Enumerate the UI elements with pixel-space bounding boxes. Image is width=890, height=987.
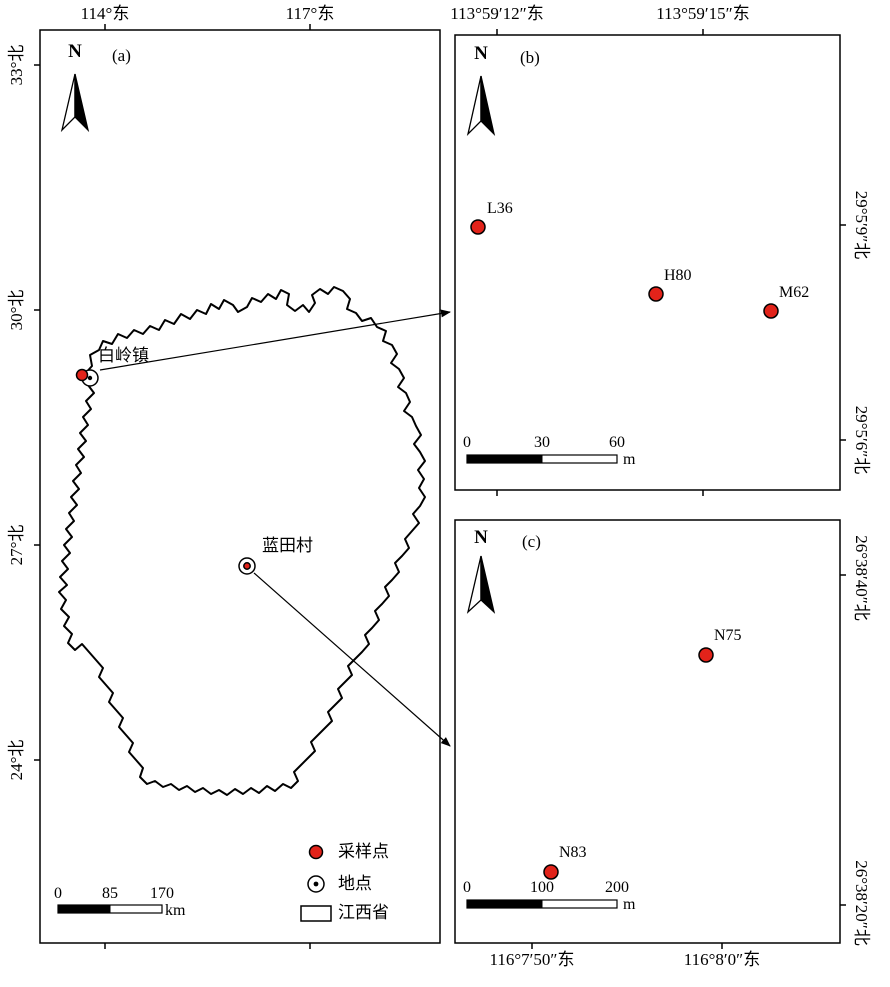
scalebar-a-tick-2: 170 (150, 885, 174, 902)
panel-b-north-label: N (474, 43, 488, 64)
panel-a-top-axis-label-1: 117°东 (285, 4, 335, 23)
inset-connector-arrow-b (99, 309, 451, 371)
panel-b-right-axis-label-1: 29°5′6″北 (852, 405, 871, 475)
panel-a-north-label: N (68, 41, 82, 62)
scalebar-b-tick-2: 60 (609, 434, 625, 451)
scalebar-a-tick-1: 85 (102, 885, 118, 902)
place-label-lantian: 蓝田村 (262, 536, 313, 555)
jiangxi-province-outline (58, 286, 426, 796)
legend-label-sample-point: 采样点 (338, 842, 389, 861)
legend-symbol-province (300, 905, 332, 922)
scalebar-panel-a (57, 904, 163, 914)
panel-c-frame (454, 519, 841, 944)
panel-a-left-axis-label-0: 33°北 (7, 44, 26, 86)
north-arrow-panel-a (60, 73, 90, 133)
panel-a-ticks (34, 24, 311, 949)
panel-b-frame (454, 34, 841, 491)
sample-point-h80-label: H80 (664, 267, 692, 284)
sample-point-m62-label: M62 (779, 284, 810, 301)
sample-point-m62-dot (763, 303, 779, 319)
legend-label-location: 地点 (338, 874, 372, 893)
panel-b-top-axis-label-1: 113°59′15″东 (656, 4, 750, 23)
legend-label-province: 江西省 (338, 903, 389, 922)
location-marker-bailing (75, 368, 99, 387)
panel-a-letter: (a) (112, 46, 131, 65)
sample-point-n83-label: N83 (559, 844, 587, 861)
panel-c-north-label: N (474, 527, 488, 548)
scalebar-c-tick-1: 100 (530, 879, 554, 896)
panel-c-letter: (c) (522, 532, 541, 551)
panel-a-top-axis-label-0: 114°东 (80, 4, 130, 23)
scalebar-a-unit: km (165, 902, 186, 919)
panel-a-frame (39, 29, 441, 944)
scalebar-b-tick-0: 0 (463, 434, 471, 451)
scalebar-b-unit: m (623, 451, 636, 468)
location-marker-lantian (238, 557, 256, 575)
scalebar-c-unit: m (623, 896, 636, 913)
sample-point-h80-dot (648, 286, 664, 302)
panel-c-right-axis-label-0: 26°38′40″北 (852, 535, 871, 621)
scalebar-panel-c (466, 899, 618, 909)
panel-c-right-axis-label-1: 26°38′20″北 (852, 860, 871, 946)
sample-point-n75-label: N75 (714, 627, 742, 644)
scalebar-b-tick-1: 30 (534, 434, 550, 451)
scalebar-c-tick-2: 200 (605, 879, 629, 896)
panel-a-left-axis-label-2: 27°北 (7, 524, 26, 566)
scalebar-c-tick-0: 0 (463, 879, 471, 896)
panel-b-right-axis-label-0: 29°5′9″北 (852, 190, 871, 260)
inset-connector-arrow-c (253, 572, 451, 747)
sample-point-l36-dot (470, 219, 486, 235)
panel-a-left-axis-label-3: 24°北 (7, 739, 26, 781)
north-arrow-panel-b (466, 75, 496, 137)
panel-c-bottom-axis-label-0: 116°7′50″东 (489, 950, 575, 969)
legend-symbol-location (307, 875, 325, 893)
legend-symbol-sample-point (308, 844, 324, 860)
panel-a-left-axis-label-1: 30°北 (7, 289, 26, 331)
scalebar-a-tick-0: 0 (54, 885, 62, 902)
scalebar-panel-b (466, 454, 618, 464)
sample-point-n75-dot (698, 647, 714, 663)
panel-b-letter: (b) (520, 48, 540, 67)
panel-c-bottom-axis-label-1: 116°8′0″东 (683, 950, 761, 969)
north-arrow-panel-c (466, 555, 496, 614)
sample-point-n83-dot (543, 864, 559, 880)
panel-b-ticks (496, 29, 846, 496)
place-label-bailing: 白岭镇 (98, 346, 149, 365)
sample-point-l36-label: L36 (487, 200, 513, 217)
panel-c-ticks (531, 574, 846, 949)
panel-b-top-axis-label-0: 113°59′12″东 (450, 4, 544, 23)
